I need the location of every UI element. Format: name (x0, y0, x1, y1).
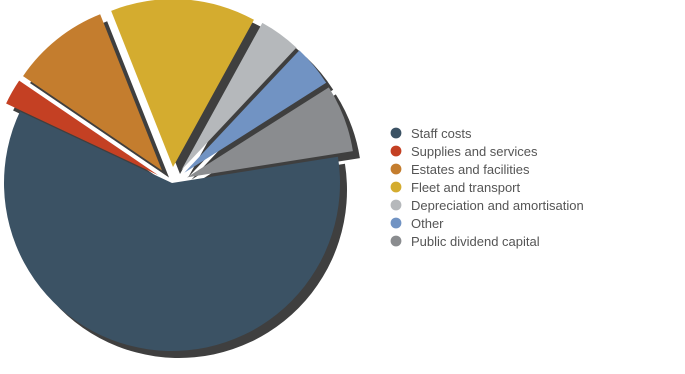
pie-slice-fleet-and-transport (111, 0, 254, 168)
legend-item: Estates and facilities (390, 162, 530, 177)
legend-label: Public dividend capital (411, 234, 540, 249)
legend-swatch-staff-costs (390, 127, 402, 139)
pie-group (3, 0, 360, 359)
legend-label: Supplies and services (411, 144, 538, 159)
legend-item: Supplies and services (390, 144, 538, 159)
legend-label: Estates and facilities (411, 162, 530, 177)
legend-item: Fleet and transport (390, 180, 521, 195)
legend-swatch-other (390, 217, 402, 229)
legend-label: Staff costs (411, 126, 472, 141)
legend-item: Staff costs (390, 126, 472, 141)
legend-item: Other (390, 216, 444, 231)
legend-swatch-fleet-and-transport (390, 181, 402, 193)
legend-label: Other (411, 216, 444, 231)
legend-swatch-supplies-and-services (390, 145, 402, 157)
legend-item: Depreciation and amortisation (390, 198, 584, 213)
legend-swatch-estates-and-facilities (390, 163, 402, 175)
legend: Staff costs Supplies and services Estate… (390, 126, 584, 249)
legend-item: Public dividend capital (390, 234, 540, 249)
pie-slice-supplies-and-services (6, 80, 159, 176)
pie-slice-estates-and-facilities (23, 14, 162, 171)
pie-slice-public-dividend-capital (186, 87, 353, 178)
legend-label: Depreciation and amortisation (411, 198, 584, 213)
legend-swatch-depreciation-and-amortisation (390, 199, 402, 211)
pie-slice-staff-costs (3, 111, 341, 351)
legend-label: Fleet and transport (411, 180, 521, 195)
pie-slice-other (184, 50, 327, 173)
legend-swatch-public-dividend-capital (390, 235, 402, 247)
pie-slice-depreciation-and-amortisation (181, 22, 297, 171)
